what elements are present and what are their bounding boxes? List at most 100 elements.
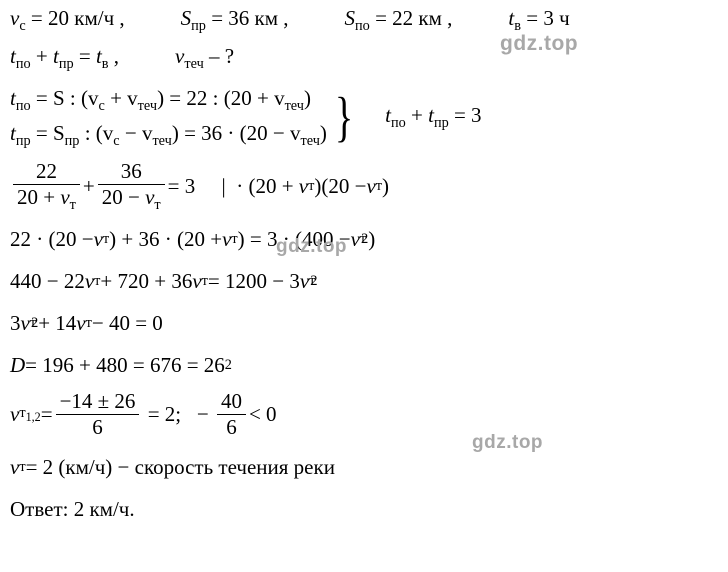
sub-vtech: теч — [184, 57, 203, 73]
eq1-vt2-sub: теч — [285, 98, 304, 114]
line-answer: Ответ: 2 км/ч. — [10, 495, 718, 525]
sub-spo: по — [355, 19, 370, 35]
spo-val: = 22 км , — [370, 6, 453, 30]
line-quadratic: 3vт2 + 14vт − 40 = 0 — [10, 309, 718, 339]
spr-val: = 36 км , — [206, 6, 289, 30]
final-eq: = 2 (км/ч) − скорость течения реки — [26, 455, 335, 480]
right-eq: = 3 — [449, 103, 482, 127]
D-var: D — [10, 353, 25, 378]
f1-num: 22 — [32, 161, 61, 182]
exp-v1: v — [94, 227, 103, 252]
brace-eq2: tпр = Sпр : (vс − vтеч) = 36 · (20 − vте… — [10, 117, 327, 152]
roots-den: 6 — [88, 417, 107, 438]
sub-tpo: по — [16, 57, 31, 73]
exp-v3-sup: 2 — [361, 231, 368, 248]
sub-tpr: пр — [59, 57, 74, 73]
pipe-mult: | · (20 + — [195, 174, 299, 199]
comma-1: , — [109, 44, 120, 68]
roots-f2num: 40 — [217, 391, 246, 412]
frac-eq3: = 3 — [168, 174, 196, 199]
eq2-vt2-sub: теч — [301, 134, 320, 150]
eq2-div: : (v — [79, 121, 113, 145]
eq-tv: = — [74, 44, 96, 68]
var-spr: S — [181, 6, 192, 30]
D-sup: 2 — [225, 357, 232, 374]
quad-a: 3 — [10, 311, 21, 336]
roots-v: v — [10, 402, 19, 427]
f1-den-v: v — [60, 185, 69, 209]
pv1: v — [299, 174, 308, 199]
line-final: vт = 2 (км/ч) − скорость течения реки — [10, 453, 718, 483]
line-expand: 22 · (20 − vт) + 36 · (20 + vт) = 3 · (4… — [10, 225, 718, 255]
quad-v2: v — [76, 311, 85, 336]
right-plus: + — [406, 103, 428, 127]
f1-den-pre: 20 + — [17, 185, 60, 209]
var-spo: S — [345, 6, 356, 30]
fraction-2: 36 20 − vт — [98, 161, 165, 212]
roots-eq: = — [41, 402, 53, 427]
roots-f2den: 6 — [222, 417, 241, 438]
eq2-minus: − v — [120, 121, 153, 145]
var-vc: v — [10, 6, 19, 30]
vc-val: = 20 км/ч , — [26, 6, 125, 30]
right-t1-sub: по — [391, 115, 406, 131]
eq1-t-sub: по — [16, 98, 31, 114]
fraction-1: 22 20 + vт — [13, 161, 80, 212]
exp-a: 22 · (20 − — [10, 227, 94, 252]
f2-den-sub: т — [154, 197, 160, 213]
plus-1: + — [31, 44, 53, 68]
eq1-plus: + v — [105, 86, 138, 110]
exp2-v2: v — [192, 269, 201, 294]
answer-text: Ответ: 2 км/ч. — [10, 497, 135, 522]
eq1-mid: = S : (v — [31, 86, 99, 110]
f1-den-sub: т — [70, 197, 76, 213]
pmid: )(20 − — [314, 174, 366, 199]
exp2-c: = 1200 − 3 — [208, 269, 300, 294]
quad-c: − 40 = 0 — [92, 311, 163, 336]
right-t2-sub: пр — [434, 115, 449, 131]
roots-num: −14 ± 26 — [56, 391, 140, 412]
line-roots: vт1,2 = −14 ± 26 6 = 2; − 40 6 < 0 — [10, 387, 718, 443]
roots-frac1: −14 ± 26 6 — [56, 391, 140, 438]
eq1-close: ) — [304, 86, 311, 110]
line-discriminant: D = 196 + 480 = 676 = 262 — [10, 351, 718, 381]
roots-v-sub: т1,2 — [19, 405, 40, 425]
eq2-close: ) — [320, 121, 327, 145]
eq2-t-sub: пр — [16, 134, 31, 150]
frac-plus: + — [83, 174, 95, 199]
eq2-S-sub: пр — [65, 134, 80, 150]
line-given-2: tпо + tпр = tв , vтеч – ? — [10, 44, 718, 74]
quad-b: + 14 — [38, 311, 76, 336]
quad-v1-sup: 2 — [31, 315, 38, 332]
eq2-vt-sub: теч — [152, 134, 171, 150]
eq1-tail: ) = 22 : (20 + v — [157, 86, 285, 110]
eq2-mid: = S — [31, 121, 65, 145]
exp-v2: v — [222, 227, 231, 252]
eq2-tail: ) = 36 · (20 − v — [172, 121, 301, 145]
line-brace: tпо = S : (vс + vтеч) = 22 : (20 + vтеч)… — [10, 82, 718, 153]
line-fractions: 22 20 + vт + 36 20 − vт = 3 | · (20 + vт… — [10, 159, 718, 215]
f2-num: 36 — [117, 161, 146, 182]
f2-den-pre: 20 − — [102, 185, 145, 209]
D-eq: = 196 + 480 = 676 = 26 — [25, 353, 225, 378]
vtech-q: – ? — [204, 44, 234, 68]
exp2-v1: v — [85, 269, 94, 294]
line-given-1: vс = 20 км/ч , Sпр = 36 км , Sпо = 22 км… — [10, 6, 718, 36]
exp-c: ) = 3 · (400 − — [238, 227, 351, 252]
ptail: ) — [382, 174, 389, 199]
exp-b: ) + 36 · (20 + — [109, 227, 222, 252]
exp2-a: 440 − 22 — [10, 269, 85, 294]
sub-spr: пр — [191, 19, 206, 35]
eq1-vt-sub: теч — [138, 98, 157, 114]
roots-lt: < 0 — [249, 402, 277, 427]
brace-eq1: tпо = S : (vс + vтеч) = 22 : (20 + vтеч) — [10, 82, 327, 117]
sub-tv: в — [514, 19, 521, 35]
sub-tv2: в — [102, 57, 109, 73]
line-expand2: 440 − 22vт + 720 + 36vт = 1200 − 3vт2 — [10, 267, 718, 297]
roots-frac2: 40 6 — [217, 391, 246, 438]
exp-d: ) — [368, 227, 375, 252]
final-v: v — [10, 455, 19, 480]
var-vtech: v — [175, 44, 184, 68]
tv-val: = 3 ч — [521, 6, 570, 30]
exp2-v3-sup: 2 — [310, 273, 317, 290]
